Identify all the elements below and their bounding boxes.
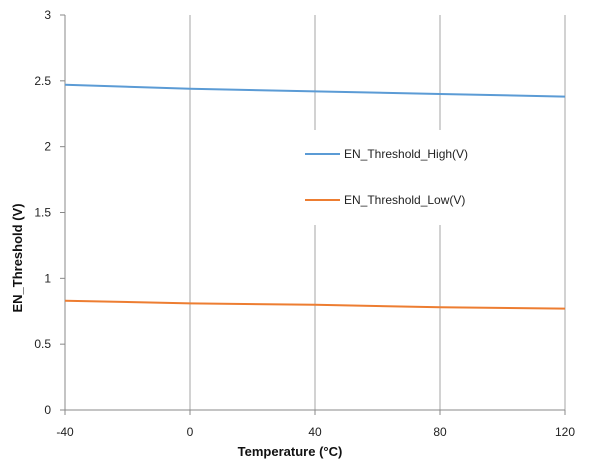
- x-tick-label: -40: [56, 425, 74, 439]
- x-axis-title: Temperature (°C): [238, 444, 343, 459]
- x-tick-label: 120: [555, 425, 575, 439]
- y-tick-label: 2.5: [34, 74, 51, 88]
- legend-background: [255, 130, 560, 225]
- legend-label-1: EN_Threshold_High(V): [344, 147, 468, 161]
- legend-label-2: EN_Threshold_Low(V): [344, 193, 465, 207]
- x-tick-label: 40: [308, 425, 322, 439]
- y-tick-label: 2: [44, 140, 51, 154]
- x-tick-label: 80: [433, 425, 447, 439]
- y-tick-label: 0: [44, 403, 51, 417]
- y-tick-label: 1.5: [34, 206, 51, 220]
- legend: EN_Threshold_High(V) EN_Threshold_Low(V): [305, 147, 468, 207]
- y-tick-label: 3: [44, 8, 51, 22]
- series-line-2: [64, 299, 566, 310]
- x-tick-label: 0: [187, 425, 194, 439]
- y-tick-label: 1: [44, 271, 51, 285]
- ticks: 0 0.5 1 1.5 2 2.5 3 -40 0 40 80 120: [34, 8, 575, 439]
- y-tick-label: 0.5: [34, 337, 51, 351]
- y-axis-title: EN_Threshold (V): [10, 203, 25, 312]
- series: [64, 83, 566, 310]
- series-line-1: [64, 83, 566, 98]
